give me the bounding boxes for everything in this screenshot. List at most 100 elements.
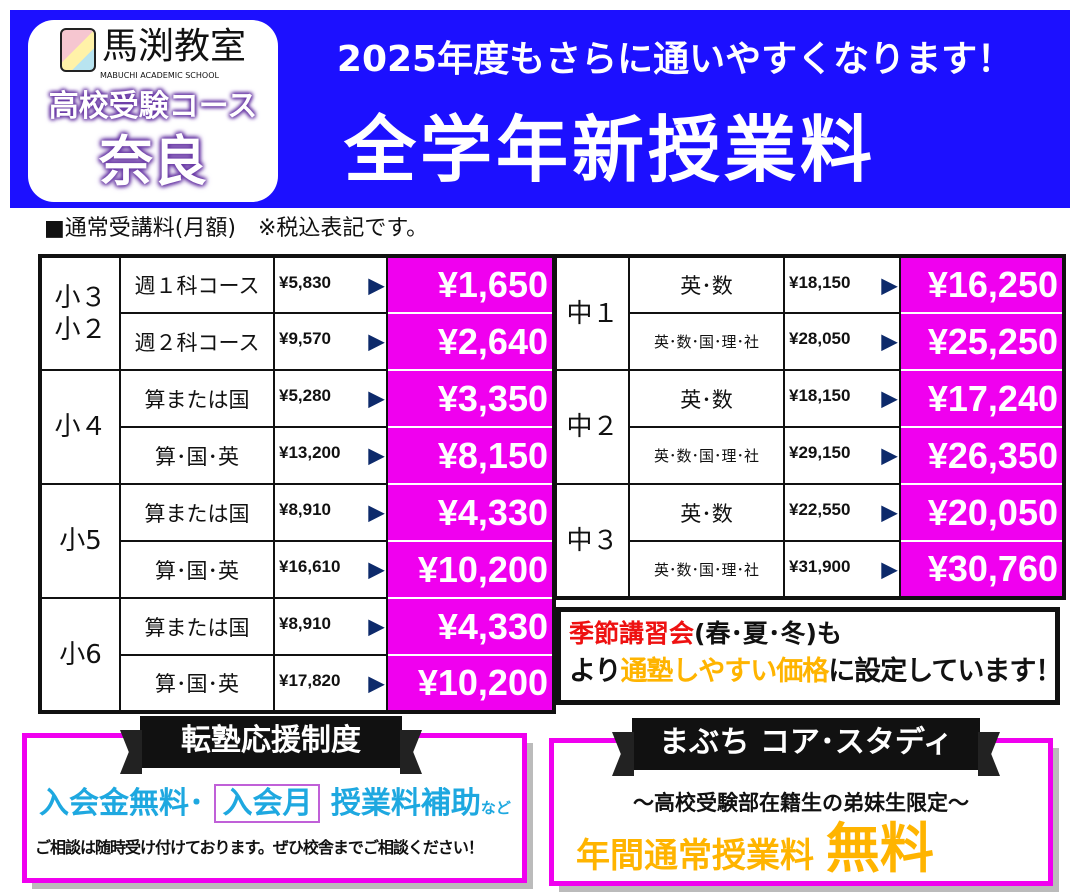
page-title: 全学年新授業料 [343,108,876,192]
transfer-benefits: 入会金無料･ 入会月 授業料補助など [39,784,511,828]
fee-row: 英･数･国･理･社 ¥28,050 ▶ ¥25,250 [555,312,1065,371]
fee-row: 算･国･英 ¥17,820 ▶ ¥10,200 [40,654,555,713]
elementary-fee-table: 小３ 小２ 週１科コース ¥5,830 ▶ ¥1,650 週２科コース ¥9,570 ▶ ¥2,… [38,254,556,714]
course-label: 算･国･英 [119,426,275,485]
old-price: ¥28,050 ▶ [783,312,901,371]
old-price-value: ¥13,200 [279,443,341,462]
seasonal-course-notice: 季節講習会(春･夏･冬)も より通塾しやすい価格に設定しています！ [556,607,1062,705]
old-price: ¥22,550 ▶ [783,483,901,542]
course-label: 算または国 [119,597,275,656]
arrow-right-icon: ▶ [368,274,384,297]
arrow-right-icon: ▶ [881,388,897,410]
new-price: ¥26,350 [899,426,1065,485]
fee-row: 小6 算または国 ¥8,910 ▶ ¥4,330 [39,597,555,713]
course-label: 週１科コース [119,255,275,314]
new-price: ¥1,650 [386,255,555,314]
old-price-value: ¥31,900 [789,556,851,576]
junior-fee-table: 中１ 英･数 ¥18,150 ▶ ¥16,250 英･数･国･理･社 ¥28,050 ▶ ¥25… [553,254,1066,600]
course-label: 英･数･国･理･社 [628,540,785,599]
seasonal-seasons: (春･夏･冬)も [694,619,842,648]
arrow-right-icon: ▶ [881,445,897,467]
new-price: ¥3,350 [386,369,555,428]
fee-row: 算･国･英 ¥16,610 ▶ ¥10,200 [40,540,555,599]
core-study-condition: ～高校受験部在籍生の弟妹生限定～ [633,791,969,815]
new-price: ¥8,150 [386,426,555,485]
fee-row: 中１ 英･数 ¥18,150 ▶ ¥16,250 [554,255,1065,371]
arrow-right-icon: ▶ [368,616,384,638]
course-label: 算･国･英 [119,654,275,713]
grade-label: 中３ [554,483,630,599]
benefit-framed: 入会月 [214,784,321,823]
area-name: 奈良 [99,130,207,193]
fee-row: 算･国･英 ¥13,200 ▶ ¥8,150 [40,426,555,485]
arrow-right-icon: ▶ [881,274,897,297]
arrow-right-icon: ▶ [368,388,384,410]
new-price: ¥16,250 [899,255,1065,314]
promo-highlight: 通塾しやすい価格 [620,656,829,687]
old-price: ¥31,900 ▶ [783,540,901,599]
arrow-right-icon: ▶ [368,445,384,467]
grade-label: 小４ [39,369,121,485]
school-logo: 馬渕教室 MABUCHI ACADEMIC SCHOOL 高校受験コース 奈良 [28,20,278,202]
old-price-value: ¥17,820 [279,670,341,690]
core-study-title: まぶち コア･スタディ [632,718,980,770]
old-price: ¥13,200 ▶ [273,426,388,485]
old-price: ¥9,570 ▶ [273,312,388,371]
logo-subtitle: MABUCHI ACADEMIC SCHOOL [100,71,219,80]
old-price: ¥18,150 ▶ [783,255,901,314]
course-label: 英･数･国･理･社 [628,312,785,371]
fee-row: 英･数･国･理･社 ¥31,900 ▶ ¥30,760 [555,540,1065,599]
new-price: ¥4,330 [386,597,555,656]
course-label: 英･数 [628,255,785,314]
old-price: ¥18,150 ▶ [783,369,901,428]
grade-label: 小３ 小２ [39,255,121,371]
old-price-value: ¥5,280 [279,386,331,405]
course-label: 英･数･国･理･社 [628,426,785,485]
old-price-value: ¥18,150 [789,386,851,405]
grade-label: 中１ [554,255,630,371]
course-label: 週２科コース [119,312,275,371]
old-price: ¥17,820 ▶ [273,654,388,713]
old-price-value: ¥9,570 [279,329,331,348]
old-price: ¥29,150 ▶ [783,426,901,485]
free-label: 無料 [825,817,934,880]
fee-row: 英･数･国･理･社 ¥29,150 ▶ ¥26,350 [555,426,1065,485]
new-price: ¥10,200 [386,654,555,713]
old-price: ¥16,610 ▶ [273,540,388,599]
new-price: ¥4,330 [386,483,555,542]
new-price: ¥2,640 [386,312,555,371]
new-price: ¥17,240 [899,369,1065,428]
arrow-right-icon: ▶ [881,331,897,353]
grade-label: 小5 [39,483,121,599]
transfer-consult-note: ご相談は随時受け付けております。ぜひ校舎までご相談ください！ [35,838,484,857]
transfer-support-title: 転塾応援制度 [140,716,402,768]
course-label: 英･数 [628,483,785,542]
fee-row: 小5 算または国 ¥8,910 ▶ ¥4,330 [39,483,555,599]
old-price: ¥5,830 ▶ [273,255,388,314]
arrow-right-icon: ▶ [368,502,384,524]
old-price-value: ¥5,830 [279,272,331,292]
benefit-etc: など [480,799,511,817]
course-label: 英･数 [628,369,785,428]
old-price-value: ¥8,910 [279,500,331,519]
old-price-value: ¥16,610 [279,557,341,576]
new-price: ¥20,050 [899,483,1065,542]
fee-note: ■通常受講料(月額) ※税込表記です。 [44,216,429,241]
course-label: 算･国･英 [119,540,275,599]
headline: 2025年度もさらに通いやすくなります！ [336,39,1014,80]
arrow-right-icon: ▶ [368,559,384,581]
course-label: 算または国 [119,369,275,428]
course-label: 算または国 [119,483,275,542]
old-price: ¥5,280 ▶ [273,369,388,428]
old-price: ¥8,910 ▶ [273,597,388,656]
fee-row: 週２科コース ¥9,570 ▶ ¥2,640 [40,312,555,371]
horse-logo-icon [60,28,96,72]
grade-label: 小6 [39,597,121,713]
course-name: 高校受験コース [48,89,258,124]
seasonal-course-label: 季節講習会 [569,619,695,648]
old-price-value: ¥22,550 [789,500,851,519]
benefit-text: 年間通常授業料 [576,836,814,876]
arrow-right-icon: ▶ [368,672,384,695]
promo-text: に設定しています！ [828,656,1062,687]
old-price-value: ¥28,050 [789,329,851,348]
